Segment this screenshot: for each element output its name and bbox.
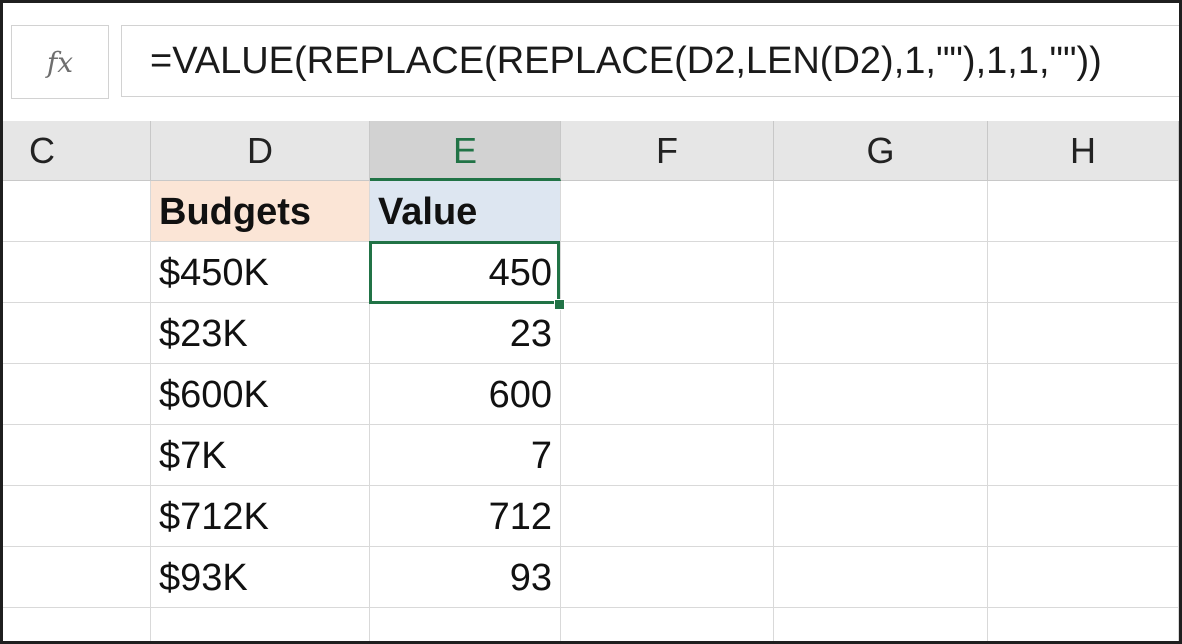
- cell-budget[interactable]: $7K: [151, 425, 370, 486]
- cell-budget[interactable]: $23K: [151, 303, 370, 364]
- cell-f8[interactable]: [561, 608, 774, 641]
- cell-value[interactable]: 600: [370, 364, 561, 425]
- cell-g7[interactable]: [774, 547, 988, 608]
- cell-f5[interactable]: [561, 425, 774, 486]
- cell-g8[interactable]: [774, 608, 988, 641]
- cell-c1[interactable]: [3, 181, 151, 242]
- fx-icon: fx: [46, 45, 74, 79]
- cell-c7[interactable]: [3, 547, 151, 608]
- cell-budgets-header[interactable]: Budgets: [151, 181, 370, 242]
- cell-f2[interactable]: [561, 242, 774, 303]
- cell-c3[interactable]: [3, 303, 151, 364]
- cell-c5[interactable]: [3, 425, 151, 486]
- cell-h3[interactable]: [988, 303, 1179, 364]
- insert-function-button[interactable]: fx: [11, 25, 109, 99]
- cell-f3[interactable]: [561, 303, 774, 364]
- formula-bar: fx =VALUE(REPLACE(REPLACE(D2,LEN(D2),1,"…: [3, 3, 1179, 121]
- cell-c6[interactable]: [3, 486, 151, 547]
- cell-h1[interactable]: [988, 181, 1179, 242]
- cell-value[interactable]: 23: [370, 303, 561, 364]
- cell-value[interactable]: 93: [370, 547, 561, 608]
- cell-c8[interactable]: [3, 608, 151, 641]
- column-header-g[interactable]: G: [774, 121, 988, 181]
- column-header-e[interactable]: E: [370, 121, 561, 181]
- cell-c4[interactable]: [3, 364, 151, 425]
- cell-g6[interactable]: [774, 486, 988, 547]
- cell-g2[interactable]: [774, 242, 988, 303]
- cell-h7[interactable]: [988, 547, 1179, 608]
- cell-value[interactable]: 712: [370, 486, 561, 547]
- cell-budget[interactable]: $93K: [151, 547, 370, 608]
- formula-input[interactable]: =VALUE(REPLACE(REPLACE(D2,LEN(D2),1,""),…: [121, 25, 1179, 97]
- cell-h5[interactable]: [988, 425, 1179, 486]
- cell-d8[interactable]: [151, 608, 370, 641]
- cell-g4[interactable]: [774, 364, 988, 425]
- cell-budget[interactable]: $450K: [151, 242, 370, 303]
- cell-c2[interactable]: [3, 242, 151, 303]
- cell-e8[interactable]: [370, 608, 561, 641]
- cell-g1[interactable]: [774, 181, 988, 242]
- column-header-h[interactable]: H: [988, 121, 1179, 181]
- cell-value-header[interactable]: Value: [370, 181, 561, 242]
- cell-f1[interactable]: [561, 181, 774, 242]
- cell-f6[interactable]: [561, 486, 774, 547]
- column-header-d[interactable]: D: [151, 121, 370, 181]
- cell-h2[interactable]: [988, 242, 1179, 303]
- cell-f4[interactable]: [561, 364, 774, 425]
- cell-h6[interactable]: [988, 486, 1179, 547]
- column-header-f[interactable]: F: [561, 121, 774, 181]
- fill-handle[interactable]: [554, 299, 565, 310]
- cell-g5[interactable]: [774, 425, 988, 486]
- cell-value[interactable]: 450: [370, 242, 561, 303]
- cell-g3[interactable]: [774, 303, 988, 364]
- cell-h8[interactable]: [988, 608, 1179, 641]
- cell-budget[interactable]: $712K: [151, 486, 370, 547]
- cell-f7[interactable]: [561, 547, 774, 608]
- cell-grid: Budgets Value $450K 450 $23K 23 $600K 60…: [3, 181, 1179, 641]
- cell-budget[interactable]: $600K: [151, 364, 370, 425]
- cell-value[interactable]: 7: [370, 425, 561, 486]
- cell-h4[interactable]: [988, 364, 1179, 425]
- column-header-c[interactable]: C: [3, 121, 151, 181]
